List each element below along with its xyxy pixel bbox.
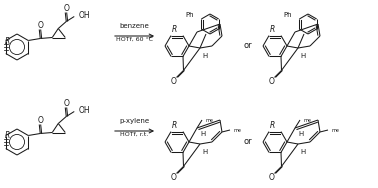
Text: R: R xyxy=(270,26,275,35)
Text: HOTf, r.t.: HOTf, r.t. xyxy=(120,132,148,137)
Text: me: me xyxy=(331,127,339,133)
Text: or: or xyxy=(244,40,252,49)
Text: O: O xyxy=(170,173,177,182)
Text: O: O xyxy=(64,4,69,13)
Text: O: O xyxy=(37,21,43,30)
Text: me: me xyxy=(233,127,241,133)
Text: H: H xyxy=(202,149,208,155)
Text: OH: OH xyxy=(78,106,90,115)
Text: me: me xyxy=(303,118,311,123)
Text: H: H xyxy=(200,131,206,137)
Text: R: R xyxy=(5,131,10,140)
Text: Ph: Ph xyxy=(284,12,292,18)
Text: H: H xyxy=(301,53,306,59)
Text: R: R xyxy=(171,26,177,35)
Text: HOTf, 60 °C: HOTf, 60 °C xyxy=(116,37,152,42)
Text: R: R xyxy=(5,36,10,45)
Text: O: O xyxy=(170,77,177,86)
Text: or: or xyxy=(244,136,252,146)
Text: OH: OH xyxy=(78,11,90,20)
Text: me: me xyxy=(205,118,213,123)
Text: p-xylene: p-xylene xyxy=(119,118,149,124)
Text: H: H xyxy=(301,149,306,155)
Text: O: O xyxy=(268,173,274,182)
Text: benzene: benzene xyxy=(119,23,149,29)
Text: Ph: Ph xyxy=(185,12,194,18)
Text: O: O xyxy=(64,99,69,108)
Text: R: R xyxy=(270,121,275,130)
Text: O: O xyxy=(37,116,43,125)
Text: H: H xyxy=(298,131,304,137)
Text: R: R xyxy=(171,121,177,130)
Text: O: O xyxy=(268,77,274,86)
Text: H: H xyxy=(202,53,208,59)
